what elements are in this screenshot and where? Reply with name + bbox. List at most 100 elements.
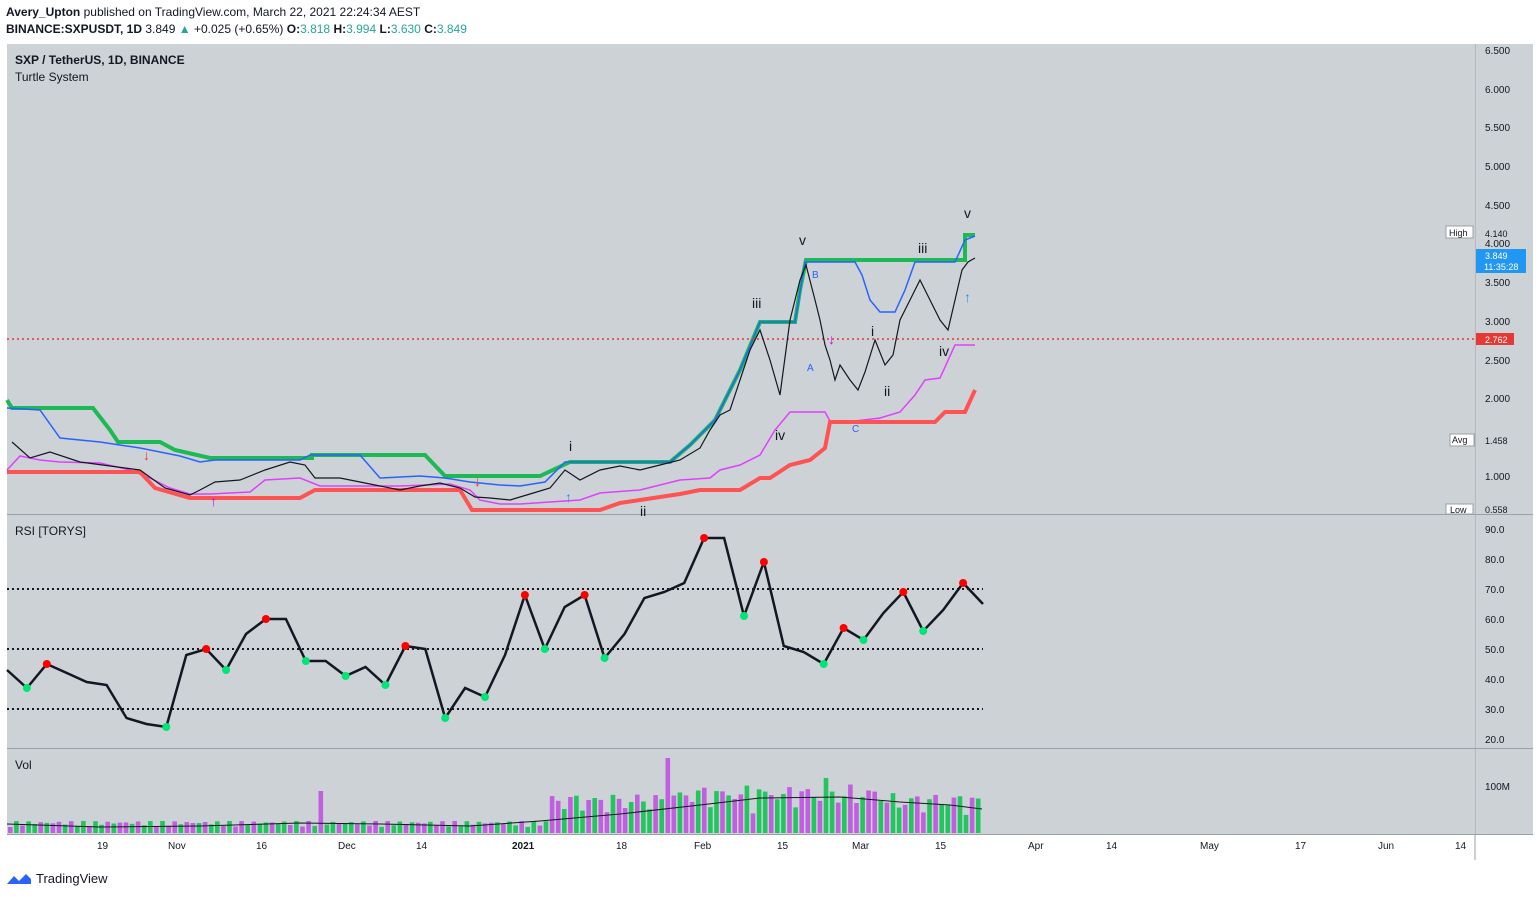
volume-bar <box>732 799 737 833</box>
volume-bar <box>555 800 561 833</box>
volume-bar <box>708 807 713 833</box>
volume-bar <box>799 791 804 833</box>
volume-bar <box>915 796 920 833</box>
rsi-tick: 20.0 <box>1485 735 1505 746</box>
rsi-low-dot <box>301 657 310 665</box>
volume-bar <box>269 822 275 833</box>
volume-bar <box>141 825 147 833</box>
volume-bar <box>610 794 616 833</box>
time-axis-bg[interactable] <box>7 834 1533 860</box>
volume-bar <box>848 784 853 833</box>
volume-bar <box>233 826 238 833</box>
volume-bar <box>549 796 555 833</box>
salmon-lower-channel <box>7 389 977 512</box>
volume-bar <box>653 795 658 833</box>
volume-bar <box>677 792 683 833</box>
author[interactable]: Avery_Upton <box>6 5 81 19</box>
buy-arrow-icon: ↑ <box>964 289 971 305</box>
rsi-low-dot <box>859 636 868 644</box>
rsi-pane-bg[interactable] <box>7 515 1474 748</box>
volume-bar <box>470 824 476 833</box>
volume-bar <box>738 794 744 833</box>
volume-bar <box>81 821 86 833</box>
wave-label: iv <box>939 343 949 359</box>
price-tick: 3.500 <box>1485 278 1510 289</box>
volume-bar <box>787 787 792 833</box>
volume-bar <box>190 823 196 833</box>
last-price-tag <box>1476 249 1526 273</box>
volume-bar <box>184 822 190 833</box>
wave-label: i <box>871 323 874 339</box>
rsi-high-dot <box>759 558 768 566</box>
volume-layer <box>8 758 981 833</box>
volume-bar <box>720 791 725 833</box>
time-tick: Nov <box>168 841 186 852</box>
volume-bar <box>26 821 31 833</box>
wave-label: ii <box>884 383 890 399</box>
tradingview-logo-icon <box>7 873 31 884</box>
volume-bar <box>44 822 50 833</box>
volume-bar <box>56 821 62 833</box>
volume-bar <box>933 794 938 833</box>
volume-bar <box>659 799 664 833</box>
volume-bar <box>202 822 208 833</box>
volume-bar <box>975 798 981 833</box>
volume-bar <box>208 824 214 833</box>
volume-bar <box>8 827 13 833</box>
price-axis-bg[interactable] <box>1475 44 1533 834</box>
volume-bar <box>878 801 884 833</box>
low-tag-value: 0.558 <box>1485 505 1508 515</box>
volume-bar <box>415 822 421 833</box>
avg-tag-label: Avg <box>1452 435 1467 445</box>
rsi-low-dot <box>441 714 450 722</box>
main-pane-title: SXP / TetherUS, 1D, BINANCE <box>15 53 185 67</box>
avg-tag-value: 1.458 <box>1485 436 1508 446</box>
time-tick: 15 <box>777 841 789 852</box>
volume-bar <box>750 813 756 833</box>
volume-bar <box>154 826 159 833</box>
volume-bar <box>714 791 719 833</box>
volume-bar <box>580 810 585 833</box>
volume-bar <box>99 824 104 833</box>
volume-bar <box>440 821 445 833</box>
volume-bar <box>702 787 707 833</box>
header-line-1: Avery_Upton published on TradingView.com… <box>6 5 420 19</box>
rsi-tick: 60.0 <box>1485 615 1505 626</box>
volume-bar <box>409 822 415 833</box>
indicator-name: Turtle System <box>15 70 89 84</box>
line-tag-value: 2.762 <box>1485 335 1508 345</box>
volume-bar <box>543 821 549 833</box>
volume-bar <box>695 790 701 833</box>
main-pane-bg[interactable] <box>7 44 1474 514</box>
open-label: O: <box>286 22 301 36</box>
volume-bar <box>324 824 330 833</box>
vol-tick: 100M <box>1485 782 1510 793</box>
volume-bar <box>330 821 336 833</box>
header-line-2: BINANCE:SXPUSDT, 1D 3.849 ▲ +0.025 (+0.6… <box>6 22 467 36</box>
volume-bar <box>501 824 506 833</box>
volume-bar <box>969 797 975 833</box>
volume-bar <box>68 821 74 833</box>
volume-bar <box>373 821 378 833</box>
rsi-high-dot <box>580 591 589 599</box>
volume-bar <box>239 821 244 833</box>
rsi-high-dot <box>401 642 410 650</box>
volume-bar <box>592 798 597 833</box>
volume-bar <box>884 802 890 833</box>
volume-bar <box>221 825 226 833</box>
footer-brand[interactable]: TradingView <box>36 871 108 886</box>
volume-bar <box>403 823 409 833</box>
volume-bar <box>294 821 299 833</box>
volume-bar <box>20 825 25 833</box>
volume-bar <box>367 825 372 833</box>
volume-bar <box>829 791 835 833</box>
time-tick: Mar <box>852 841 870 852</box>
time-tick: May <box>1200 841 1219 852</box>
time-tick: 14 <box>416 841 428 852</box>
wave-label: iii <box>752 295 761 311</box>
blue-channel <box>6 235 976 487</box>
volume-bar <box>397 821 403 833</box>
volume-bar <box>50 823 56 833</box>
time-tick: 15 <box>935 841 947 852</box>
